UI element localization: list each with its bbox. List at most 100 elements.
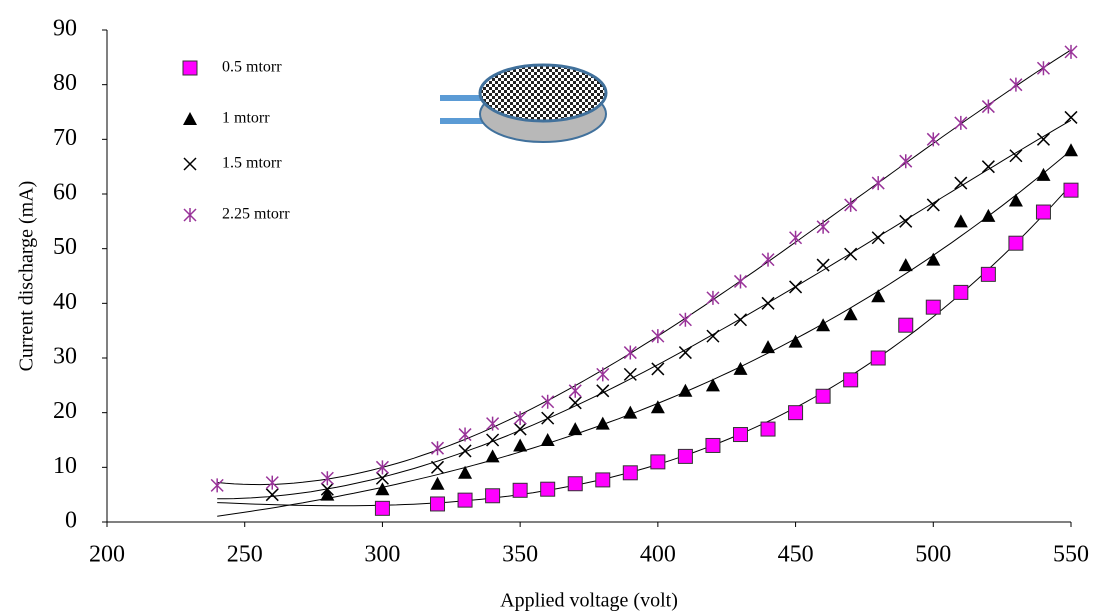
point — [1009, 77, 1023, 92]
x-tick-label: 550 — [1053, 542, 1089, 568]
marker-shape — [320, 471, 334, 486]
trend-line — [217, 184, 1072, 507]
trend-line — [217, 49, 1072, 486]
marker-shape — [761, 340, 776, 354]
point — [320, 487, 335, 501]
point — [1036, 61, 1050, 76]
marker-shape — [925, 299, 941, 315]
point — [844, 247, 858, 261]
legend-label: 0.5 mtorr — [222, 59, 282, 76]
point — [541, 411, 555, 425]
point — [486, 416, 500, 431]
point — [816, 219, 830, 234]
marker-shape — [788, 334, 803, 348]
point — [513, 438, 528, 452]
point — [1063, 182, 1079, 198]
point — [899, 154, 913, 169]
marker-shape — [1008, 235, 1024, 251]
marker-shape — [981, 160, 995, 174]
point — [458, 465, 473, 479]
marker-shape — [926, 132, 940, 147]
marker-shape — [816, 318, 831, 332]
marker-shape — [760, 421, 776, 437]
point — [789, 230, 803, 245]
marker-shape — [568, 422, 583, 436]
marker-shape — [651, 329, 665, 344]
point — [981, 99, 995, 114]
marker-shape — [789, 280, 803, 294]
point — [651, 329, 665, 344]
point — [871, 176, 885, 191]
marker-shape — [816, 219, 830, 234]
marker-shape — [899, 154, 913, 169]
point — [458, 444, 472, 458]
marker-shape — [815, 388, 831, 404]
marker-shape — [265, 488, 279, 502]
point — [925, 299, 941, 315]
point — [816, 318, 831, 332]
point — [761, 252, 775, 267]
y-tick-label: 60 — [53, 180, 77, 206]
point — [732, 427, 748, 443]
point — [265, 488, 279, 502]
marker-shape — [595, 416, 610, 430]
marker-shape — [320, 482, 334, 496]
marker-shape — [458, 427, 472, 442]
legend-label: 1 mtorr — [222, 110, 270, 127]
point — [596, 384, 610, 398]
point — [567, 476, 583, 492]
point — [568, 396, 582, 410]
point — [1009, 149, 1023, 163]
marker-shape — [926, 198, 940, 212]
x-tick-label: 400 — [640, 542, 676, 568]
marker-shape — [430, 441, 445, 456]
point — [926, 132, 940, 147]
marker-shape — [789, 230, 803, 245]
x-tick-label: 450 — [778, 542, 814, 568]
marker-shape — [651, 362, 665, 376]
point — [320, 471, 334, 486]
point — [568, 383, 582, 398]
marker-shape — [486, 416, 500, 431]
marker-shape — [788, 405, 804, 421]
marker-shape — [650, 400, 665, 414]
y-tick-label: 50 — [53, 234, 77, 260]
marker-shape — [540, 433, 555, 446]
marker-shape — [457, 492, 473, 508]
marker-shape — [816, 258, 830, 272]
point — [430, 496, 446, 512]
marker-shape — [843, 307, 858, 321]
marker-shape — [1036, 61, 1050, 76]
y-tick-label: 80 — [53, 70, 77, 96]
marker-shape — [953, 214, 968, 228]
marker-shape — [320, 487, 335, 501]
marker-shape — [1008, 193, 1023, 207]
marker-shape — [871, 289, 886, 303]
trend-line — [217, 149, 1072, 517]
point — [789, 280, 803, 294]
marker-shape — [430, 476, 445, 490]
marker-shape — [623, 367, 637, 381]
marker-shape — [183, 208, 197, 222]
marker-shape — [512, 482, 528, 498]
y-tick-label: 70 — [53, 125, 77, 151]
marker-shape — [761, 296, 775, 310]
marker-shape — [705, 378, 720, 392]
marker-shape — [541, 411, 555, 425]
point — [899, 214, 913, 228]
marker-shape — [1064, 110, 1078, 124]
point — [953, 214, 968, 228]
legend-label: 1.5 mtorr — [222, 155, 282, 172]
point — [1036, 132, 1050, 146]
legend-marker — [183, 157, 197, 171]
marker-shape — [706, 329, 720, 343]
point — [677, 448, 693, 464]
point — [375, 482, 390, 496]
marker-shape — [182, 60, 198, 76]
marker-shape — [183, 157, 197, 171]
point — [706, 329, 720, 343]
point — [485, 449, 500, 463]
marker-shape — [871, 231, 885, 245]
point — [485, 488, 501, 504]
